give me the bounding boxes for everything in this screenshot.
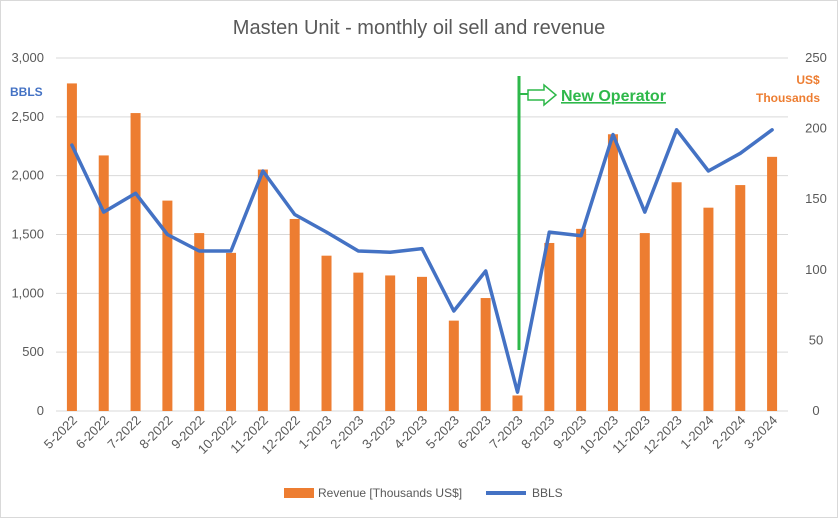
revenue-bar (703, 207, 714, 411)
x-axis-tick-label: 8-2023 (518, 413, 557, 452)
x-axis-tick-label: 5-2023 (423, 413, 462, 452)
x-axis-tick-label: 8-2022 (136, 413, 175, 452)
left-axis-ticks: 0 500 1,000 1,500 2,000 2,500 3,000 (11, 50, 44, 418)
revenue-bar (607, 134, 618, 412)
left-axis-unit-label: BBLS (10, 85, 43, 99)
revenue-bar (544, 242, 555, 411)
revenue-bar (321, 255, 332, 411)
x-axis-tick-label: 3-2024 (741, 413, 780, 452)
right-axis-tick-label: 250 (805, 50, 827, 65)
revenue-bar (767, 156, 778, 411)
legend-revenue-label: Revenue [Thousands US$] (318, 486, 462, 500)
right-axis-tick-label: 0 (812, 403, 819, 418)
revenue-bar (66, 83, 77, 411)
revenue-bar (735, 185, 746, 411)
revenue-bar (385, 275, 396, 411)
right-axis-tick-label: 50 (809, 332, 823, 347)
new-operator-annotation: New Operator (517, 76, 666, 350)
x-axis-tick-label: 6-2023 (455, 413, 494, 452)
right-axis-ticks: 0 50 100 150 200 250 (805, 50, 827, 418)
revenue-bar (289, 218, 300, 411)
x-axis-tick-label: 6-2022 (73, 413, 112, 452)
x-axis-tick-label: 7-2023 (486, 413, 525, 452)
revenue-bar (226, 252, 237, 411)
revenue-bar (576, 228, 587, 411)
legend: Revenue [Thousands US$] BBLS (284, 486, 563, 500)
revenue-bar (448, 320, 459, 411)
left-axis-tick-label: 500 (22, 344, 44, 359)
right-axis-tick-label: 100 (805, 262, 827, 277)
revenue-bar (257, 169, 268, 411)
x-axis-tick-label: 1-2024 (677, 413, 716, 452)
right-axis-tick-label: 200 (805, 121, 827, 136)
revenue-bar (194, 233, 205, 411)
right-arrow-icon (527, 83, 558, 107)
legend-bbls-label: BBLS (532, 486, 563, 500)
x-axis-tick-label: 2-2024 (709, 413, 748, 452)
left-axis-tick-label: 0 (37, 403, 44, 418)
legend-revenue-swatch (284, 488, 314, 498)
left-axis-tick-label: 2,500 (11, 109, 44, 124)
chart-title: Masten Unit - monthly oil sell and reven… (233, 17, 605, 39)
left-axis-tick-label: 1,500 (11, 227, 44, 242)
revenue-bar (639, 233, 650, 411)
x-axis-tick-label: 3-2023 (359, 413, 398, 452)
revenue-bar (417, 276, 427, 411)
left-axis-tick-label: 1,000 (11, 285, 44, 300)
x-axis-tick-label: 7-2022 (104, 413, 143, 452)
x-axis-ticks: 5-20226-20227-20228-20229-202210-202211-… (41, 413, 780, 457)
left-axis-tick-label: 2,000 (11, 168, 44, 183)
revenue-bar (480, 298, 491, 411)
x-axis-tick-label: 1-2023 (295, 413, 334, 452)
revenue-bar (162, 200, 173, 411)
revenue-bars (66, 83, 778, 412)
gridlines (56, 57, 788, 412)
revenue-bar (671, 182, 682, 411)
right-axis-tick-label: 150 (805, 191, 827, 206)
bbls-line-layer (70, 128, 774, 394)
revenue-bar (512, 395, 523, 411)
x-axis-tick-label: 5-2022 (41, 413, 80, 452)
revenue-bar (98, 155, 109, 411)
new-operator-label: New Operator (561, 88, 666, 105)
revenue-bar (130, 113, 141, 412)
bbls-line (70, 128, 774, 394)
revenue-bar (353, 272, 364, 411)
left-axis-tick-label: 3,000 (11, 50, 44, 65)
right-axis-unit-label-line1: US$ (796, 73, 820, 87)
x-axis-tick-label: 2-2023 (327, 413, 366, 452)
x-axis-tick-label: 4-2023 (391, 413, 430, 452)
right-axis-unit-label-line2: Thousands (756, 91, 820, 105)
